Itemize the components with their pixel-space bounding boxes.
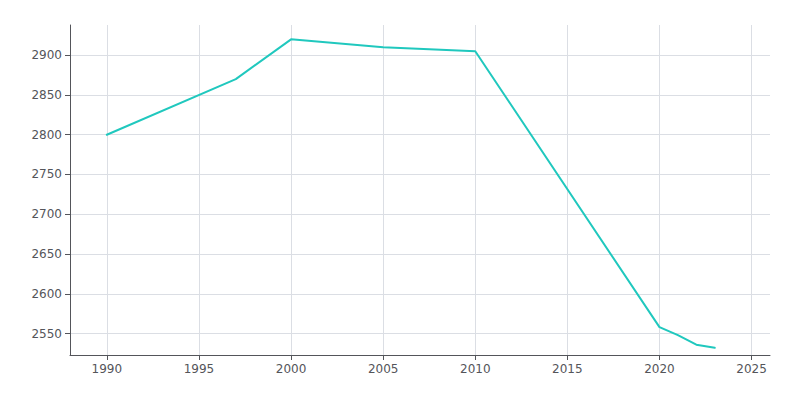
svg-text:2650: 2650 xyxy=(31,247,62,261)
svg-text:1995: 1995 xyxy=(184,362,215,376)
svg-text:2800: 2800 xyxy=(31,128,62,142)
svg-text:2900: 2900 xyxy=(31,48,62,62)
svg-text:1990: 1990 xyxy=(92,362,123,376)
svg-text:2015: 2015 xyxy=(552,362,583,376)
svg-text:2010: 2010 xyxy=(460,362,491,376)
svg-text:2850: 2850 xyxy=(31,88,62,102)
svg-text:2700: 2700 xyxy=(31,207,62,221)
svg-text:2550: 2550 xyxy=(31,327,62,341)
svg-text:2000: 2000 xyxy=(276,362,307,376)
svg-text:2025: 2025 xyxy=(736,362,767,376)
svg-text:2005: 2005 xyxy=(368,362,399,376)
svg-text:2020: 2020 xyxy=(644,362,675,376)
svg-text:2600: 2600 xyxy=(31,287,62,301)
svg-text:2750: 2750 xyxy=(31,167,62,181)
